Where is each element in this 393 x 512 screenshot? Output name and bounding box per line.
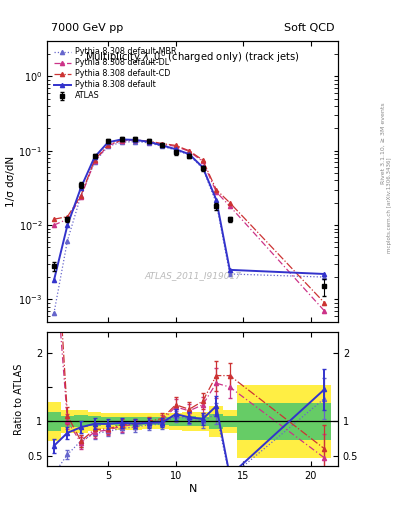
Pythia 8.308 default-DL	[79, 194, 83, 200]
Pythia 8.308 default-MBR	[119, 139, 124, 145]
X-axis label: N: N	[188, 483, 197, 494]
Pythia 8.308 default	[228, 267, 232, 273]
Pythia 8.308 default	[92, 154, 97, 160]
Pythia 8.308 default-MBR	[187, 152, 191, 158]
Text: 7000 GeV pp: 7000 GeV pp	[51, 23, 123, 33]
Pythia 8.308 default-MBR	[228, 271, 232, 277]
Pythia 8.308 default-DL	[228, 203, 232, 209]
Pythia 8.308 default-DL	[106, 142, 110, 148]
Pythia 8.308 default-CD	[146, 138, 151, 144]
Text: Multiplicity $\lambda\_0^0$ (charged only) (track jets): Multiplicity $\lambda\_0^0$ (charged onl…	[85, 49, 300, 66]
Pythia 8.308 default	[187, 151, 191, 157]
Pythia 8.308 default-CD	[322, 300, 327, 306]
Pythia 8.308 default-MBR	[200, 165, 205, 172]
Line: Pythia 8.308 default-CD: Pythia 8.308 default-CD	[52, 138, 327, 305]
Pythia 8.308 default	[146, 139, 151, 145]
Pythia 8.308 default-DL	[214, 189, 219, 195]
Pythia 8.308 default-MBR	[106, 143, 110, 150]
Pythia 8.308 default	[106, 139, 110, 145]
Pythia 8.308 default	[65, 222, 70, 228]
Pythia 8.308 default	[51, 278, 56, 284]
Line: Pythia 8.308 default-DL: Pythia 8.308 default-DL	[52, 138, 327, 313]
Pythia 8.308 default-MBR	[146, 140, 151, 146]
Pythia 8.308 default-DL	[51, 222, 56, 228]
Pythia 8.308 default-CD	[173, 142, 178, 148]
Pythia 8.308 default-DL	[187, 148, 191, 155]
Pythia 8.308 default-DL	[146, 138, 151, 144]
Pythia 8.308 default	[322, 271, 327, 277]
Text: Rivet 3.1.10, ≥ 3M events: Rivet 3.1.10, ≥ 3M events	[381, 102, 386, 184]
Pythia 8.308 default-MBR	[133, 138, 138, 144]
Y-axis label: Ratio to ATLAS: Ratio to ATLAS	[14, 364, 24, 435]
Pythia 8.308 default-CD	[65, 214, 70, 220]
Pythia 8.308 default-DL	[119, 138, 124, 144]
Pythia 8.308 default	[160, 142, 165, 148]
Pythia 8.308 default-MBR	[173, 147, 178, 153]
Pythia 8.308 default-MBR	[214, 200, 219, 206]
Pythia 8.308 default-DL	[173, 143, 178, 150]
Pythia 8.308 default-DL	[92, 158, 97, 164]
Line: Pythia 8.308 default-MBR: Pythia 8.308 default-MBR	[52, 139, 327, 315]
Pythia 8.308 default-MBR	[92, 159, 97, 165]
Pythia 8.308 default	[79, 184, 83, 190]
Line: Pythia 8.308 default: Pythia 8.308 default	[52, 137, 327, 283]
Pythia 8.308 default-MBR	[65, 238, 70, 244]
Pythia 8.308 default-DL	[200, 158, 205, 164]
Pythia 8.308 default-DL	[160, 141, 165, 147]
Text: Soft QCD: Soft QCD	[284, 23, 334, 33]
Pythia 8.308 default-CD	[119, 137, 124, 143]
Pythia 8.308 default	[214, 197, 219, 203]
Pythia 8.308 default	[173, 146, 178, 152]
Pythia 8.308 default	[200, 164, 205, 170]
Legend: Pythia 8.308 default-MBR, Pythia 8.308 default-DL, Pythia 8.308 default-CD, Pyth: Pythia 8.308 default-MBR, Pythia 8.308 d…	[51, 45, 178, 103]
Pythia 8.308 default-MBR	[51, 310, 56, 316]
Pythia 8.308 default-CD	[133, 137, 138, 143]
Pythia 8.308 default-CD	[106, 142, 110, 148]
Y-axis label: 1/σ dσ/dN: 1/σ dσ/dN	[6, 156, 16, 207]
Pythia 8.308 default-DL	[65, 216, 70, 222]
Pythia 8.308 default-MBR	[79, 193, 83, 199]
Text: ATLAS_2011_I919017: ATLAS_2011_I919017	[144, 271, 241, 280]
Pythia 8.308 default	[133, 137, 138, 143]
Pythia 8.308 default-CD	[214, 186, 219, 193]
Text: mcplots.cern.ch [arXiv:1306.3436]: mcplots.cern.ch [arXiv:1306.3436]	[387, 157, 392, 252]
Pythia 8.308 default-MBR	[160, 143, 165, 150]
Pythia 8.308 default-CD	[200, 157, 205, 163]
Pythia 8.308 default-DL	[133, 137, 138, 143]
Pythia 8.308 default-CD	[187, 147, 191, 154]
Pythia 8.308 default	[119, 136, 124, 142]
Pythia 8.308 default-CD	[228, 200, 232, 206]
Pythia 8.308 default-DL	[322, 308, 327, 314]
Pythia 8.308 default-MBR	[322, 274, 327, 280]
Pythia 8.308 default-CD	[79, 193, 83, 199]
Pythia 8.308 default-CD	[92, 157, 97, 163]
Pythia 8.308 default-CD	[160, 140, 165, 146]
Pythia 8.308 default-CD	[51, 216, 56, 222]
